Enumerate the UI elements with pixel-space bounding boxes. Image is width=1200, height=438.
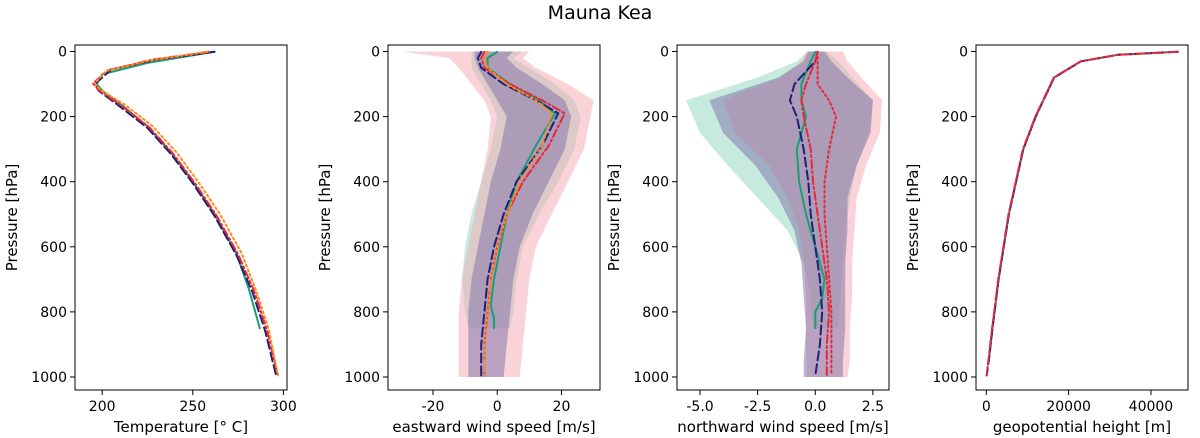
y-tick-label: 0 (959, 45, 968, 61)
x-axis-label: geopotential height [m] (993, 418, 1171, 436)
y-tick-label: 200 (40, 110, 67, 126)
series-line-dotted (93, 50, 279, 377)
series-line-solid (987, 50, 1179, 362)
y-axis-label: Pressure [hPa] (904, 164, 922, 272)
y-tick-label: 400 (642, 175, 669, 191)
plot-area (686, 50, 883, 377)
x-axis-label: Temperature [° C] (113, 418, 248, 436)
axes-frame (74, 44, 288, 391)
y-tick-label: 600 (353, 240, 380, 256)
x-tick-label: 0 (982, 399, 991, 415)
series-line-dotted (816, 50, 837, 377)
x-tick-label: -5.0 (686, 399, 713, 415)
x-tick-label: 2.5 (862, 399, 884, 415)
y-axis-label: Pressure [hPa] (316, 164, 334, 272)
y-tick-label: 200 (941, 110, 968, 126)
series-line-dashdot (985, 50, 1178, 377)
plot-area (92, 50, 279, 377)
figure-title: Mauna Kea (547, 2, 653, 24)
series-line-dashed (985, 50, 1179, 377)
chart-panel-1: 200 250 300 0 200 400 600 800 1000 Temperature [°… (3, 44, 297, 436)
series-line-dashdot (800, 50, 831, 377)
x-tick-label: -20 (422, 399, 445, 415)
x-tick-label: 300 (270, 399, 297, 415)
axes-frame (676, 44, 890, 391)
series-line-dashed (93, 50, 278, 377)
plot-area (985, 50, 1179, 377)
y-tick-label: 600 (642, 240, 669, 256)
series-line-solid (95, 50, 261, 330)
x-tick-label: 0.0 (804, 399, 826, 415)
axes-frame (387, 44, 601, 391)
y-tick-label: 400 (353, 175, 380, 191)
y-tick-label: 1000 (633, 370, 669, 386)
y-tick-label: 0 (371, 45, 380, 61)
x-tick-label: 40000 (1129, 399, 1174, 415)
y-tick-label: 0 (660, 45, 669, 61)
series-line-dashed (476, 50, 560, 377)
y-tick-label: 800 (941, 305, 968, 321)
y-tick-label: 800 (353, 305, 380, 321)
y-tick-label: 200 (642, 110, 669, 126)
chart-panel-4: 0 20000 40000 0 200 400 600 800 1000 geopotential… (904, 44, 1189, 436)
y-tick-label: 1000 (344, 370, 380, 386)
x-tick-label: 20000 (1046, 399, 1091, 415)
y-tick-label: 1000 (31, 370, 67, 386)
x-tick-label: 200 (89, 399, 116, 415)
y-axis-label: Pressure [hPa] (605, 164, 623, 272)
axes-frame (975, 44, 1189, 391)
x-axis-label: northward wind speed [m/s] (677, 418, 888, 436)
chart-panel-3: -5.0 -2.5 0.0 2.5 0 200 400 600 800 1000 northward… (605, 44, 890, 436)
series-line-dashed (788, 50, 824, 377)
y-tick-label: 400 (40, 175, 67, 191)
y-tick-label: 400 (941, 175, 968, 191)
plot-area (400, 50, 594, 377)
x-tick-label: 250 (179, 399, 206, 415)
x-axis-label: eastward wind speed [m/s] (392, 418, 595, 436)
x-tick-label: -2.5 (744, 399, 771, 415)
series-line-dashdot (92, 50, 279, 377)
y-tick-label: 1000 (932, 370, 968, 386)
y-tick-label: 800 (642, 305, 669, 321)
x-tick-label: 0 (493, 399, 502, 415)
y-tick-label: 600 (941, 240, 968, 256)
y-axis-label: Pressure [hPa] (3, 164, 21, 272)
y-tick-label: 800 (40, 305, 67, 321)
y-tick-label: 0 (58, 45, 67, 61)
y-tick-label: 200 (353, 110, 380, 126)
x-tick-label: 20 (553, 399, 571, 415)
series-line-solid (795, 50, 826, 330)
y-tick-label: 600 (40, 240, 67, 256)
series-line-dotted (483, 50, 553, 377)
